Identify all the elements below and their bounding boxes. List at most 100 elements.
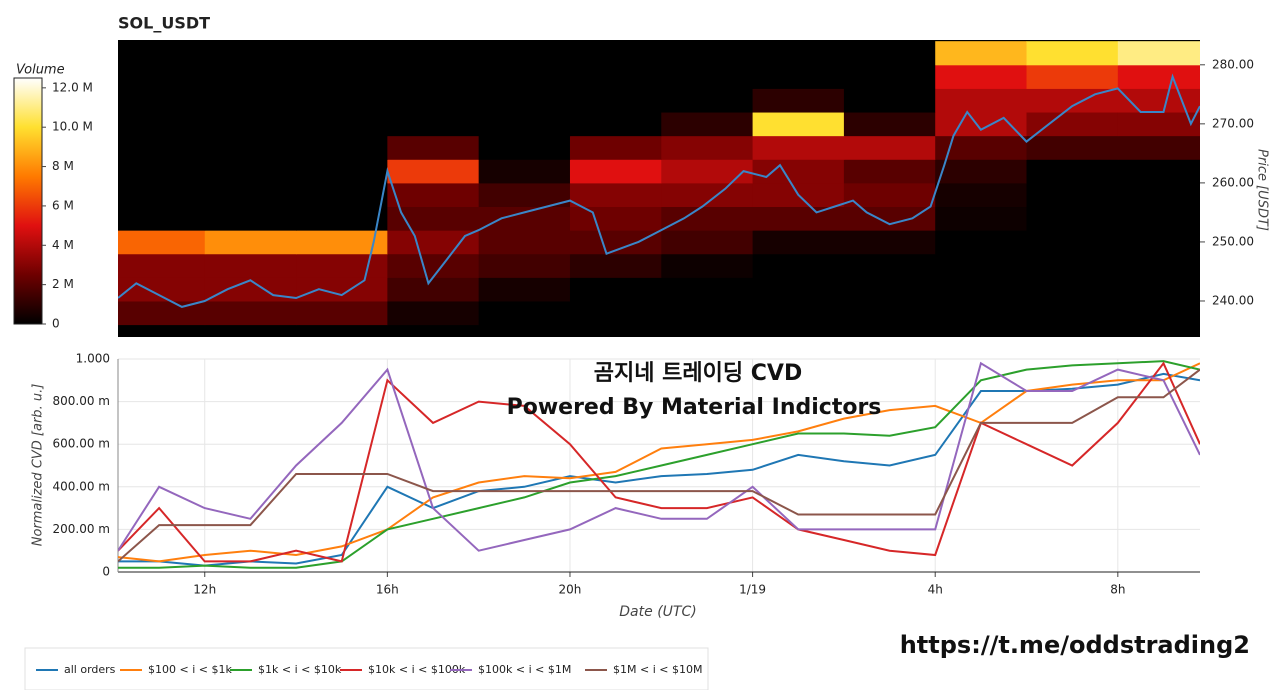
heat-cell — [569, 135, 662, 160]
heat-cell — [296, 64, 388, 89]
legend-label: $10k < i < $100k — [368, 663, 466, 676]
y2-tick-label: 280.00 — [1212, 57, 1254, 71]
heat-cell — [387, 159, 480, 184]
heat-cell — [935, 277, 1028, 302]
heat-cell — [118, 64, 206, 89]
heat-cell — [1026, 300, 1119, 326]
heat-cell — [843, 159, 936, 184]
heat-cell — [752, 88, 845, 113]
heat-cell — [387, 206, 480, 231]
x-tick-label: 12h — [193, 583, 216, 597]
heat-cell — [118, 88, 206, 113]
heat-cell — [843, 41, 936, 66]
heat-cell — [296, 277, 388, 302]
heat-cell — [1026, 253, 1119, 278]
heat-cell — [296, 206, 388, 231]
heat-cell — [569, 253, 662, 278]
heat-cell — [478, 300, 571, 326]
heat-cell — [569, 206, 662, 231]
y-tick-label: 0 — [102, 565, 110, 579]
colorbar-tick-label: 8 M — [52, 159, 74, 173]
cvd-line — [118, 362, 1200, 563]
heat-cell — [752, 253, 845, 278]
y-tick-label: 600.00 m — [53, 437, 111, 451]
heat-cell — [204, 253, 297, 278]
heat-cell — [752, 112, 845, 137]
x-tick-label: 20h — [559, 583, 582, 597]
heat-cell — [387, 41, 480, 66]
y-tick-label: 400.00 m — [53, 479, 111, 493]
cvd-line — [118, 368, 1200, 563]
heat-cell — [843, 64, 936, 89]
y2-tick-label: 240.00 — [1212, 293, 1254, 307]
heat-cell — [387, 253, 480, 278]
heat-cell — [204, 112, 297, 137]
heat-cell — [569, 300, 662, 326]
heat-cell — [478, 206, 571, 231]
heat-cell — [935, 182, 1028, 208]
heat-cell — [1117, 88, 1200, 113]
heat-cell — [478, 277, 571, 302]
x-tick-label: 16h — [376, 583, 399, 597]
y2-tick-label: 260.00 — [1212, 175, 1254, 189]
heat-cell — [478, 88, 571, 113]
heat-cell — [204, 159, 297, 184]
y-tick-label: 200.00 m — [53, 522, 111, 536]
heat-cell — [569, 277, 662, 302]
colorbar-tick-label: 2 M — [52, 277, 74, 291]
price-line — [118, 73, 1200, 308]
heat-cell — [204, 41, 297, 66]
annotation: Powered By Material Indictors — [507, 395, 882, 420]
heat-cell — [752, 64, 845, 89]
heat-cell — [661, 135, 754, 160]
heat-cell — [661, 64, 754, 89]
heat-cell — [661, 41, 754, 66]
heat-cell — [935, 64, 1028, 89]
heat-cell — [752, 230, 845, 255]
heat-cell — [752, 300, 845, 326]
heat-cell — [118, 112, 206, 137]
heat-cell — [843, 300, 936, 326]
heat-cell — [661, 112, 754, 137]
heat-cell — [752, 159, 845, 184]
x-tick-label: 8h — [1110, 583, 1125, 597]
heat-cell — [1026, 41, 1119, 66]
heat-cell — [296, 135, 388, 160]
colorbar-title: Volume — [16, 63, 65, 78]
heat-cell — [935, 159, 1028, 184]
heat-cell — [1117, 135, 1200, 160]
heat-cell — [387, 300, 480, 326]
heat-cell — [569, 41, 662, 66]
heat-cell — [1026, 135, 1119, 160]
heat-cell — [387, 112, 480, 137]
heat-cell — [935, 206, 1028, 231]
legend-label: $1k < i < $10k — [258, 663, 342, 676]
x-tick-label: 4h — [928, 583, 943, 597]
heat-cell — [661, 159, 754, 184]
cvd-line — [118, 361, 1200, 552]
heat-cell — [204, 135, 297, 160]
heat-cell — [1117, 253, 1200, 278]
colorbar — [13, 77, 43, 325]
x-tick-label: 1/19 — [739, 583, 766, 597]
heat-cell — [1026, 230, 1119, 255]
heat-cell — [478, 41, 571, 66]
heat-cell — [843, 88, 936, 113]
heat-cell — [296, 182, 388, 208]
annotation: 곰지네 트레이딩 CVD — [594, 361, 802, 386]
heat-cell — [843, 112, 936, 137]
heat-cell — [752, 41, 845, 66]
heat-cell — [935, 300, 1028, 326]
heat-cell — [478, 64, 571, 89]
heat-cell — [752, 206, 845, 231]
colorbar-tick-label: 10.0 M — [52, 120, 93, 134]
y-tick-label: 1.000 — [76, 352, 110, 366]
heat-cell — [296, 300, 388, 326]
legend-label: all orders — [64, 663, 116, 676]
heat-cell — [387, 277, 480, 302]
heat-cell — [204, 64, 297, 89]
heat-cell — [296, 159, 388, 184]
heat-cell — [1117, 112, 1200, 137]
heat-cell — [1117, 206, 1200, 231]
heat-cell — [935, 230, 1028, 255]
